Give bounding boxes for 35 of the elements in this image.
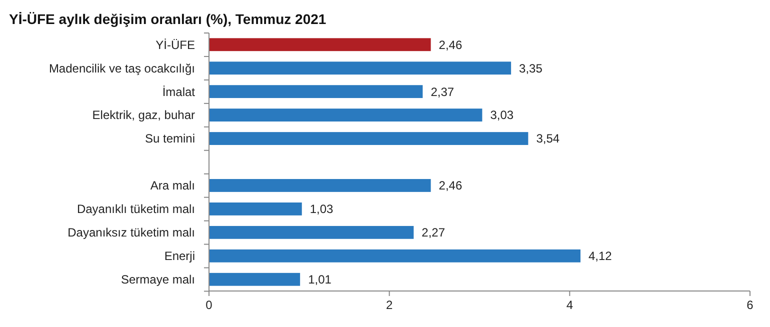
y-tick-label: Dayanıksız tüketim malı (68, 226, 195, 240)
bar (209, 62, 512, 75)
y-tick-label: Madencilik ve taş ocakcılığı (48, 61, 195, 76)
x-tick-label: 0 (206, 298, 213, 312)
x-tick-label: 6 (746, 298, 754, 312)
data-label: 1,01 (308, 272, 332, 287)
data-label: 3,03 (490, 108, 514, 122)
y-tick-label: Elektrik, gaz, buhar (92, 108, 195, 122)
y-tick-label: Ara malı (150, 178, 195, 193)
y-tick-label: Dayanıklı tüketim malı (76, 202, 195, 216)
data-label: 2,27 (422, 226, 446, 240)
data-label: 4,12 (588, 249, 612, 264)
bar (209, 132, 528, 145)
data-label: 3,35 (519, 61, 543, 76)
data-label: 2,37 (430, 84, 454, 99)
y-tick-label: Enerji (164, 249, 195, 264)
bar (209, 85, 423, 98)
y-tick-label: Su temini (144, 132, 195, 146)
chart-title: Yİ-ÜFE aylık değişim oranları (%), Temmuz 2021 (9, 11, 326, 27)
bar (209, 202, 302, 216)
bar (209, 179, 431, 192)
data-label: 2,46 (438, 38, 462, 52)
x-tick-label: 4 (566, 298, 574, 312)
data-label: 3,54 (536, 132, 560, 146)
y-tick-label: Yİ-ÜFE (156, 38, 195, 52)
bar (209, 249, 580, 262)
y-tick-label: Sermaye malı (120, 272, 195, 287)
bar (209, 272, 300, 286)
bar (209, 108, 482, 122)
data-label: 2,46 (438, 178, 462, 193)
x-tick-label: 2 (386, 298, 393, 312)
y-tick-label: İmalat (162, 84, 196, 99)
data-label: 1,03 (310, 202, 334, 216)
bar (209, 38, 431, 52)
bar (209, 226, 414, 239)
